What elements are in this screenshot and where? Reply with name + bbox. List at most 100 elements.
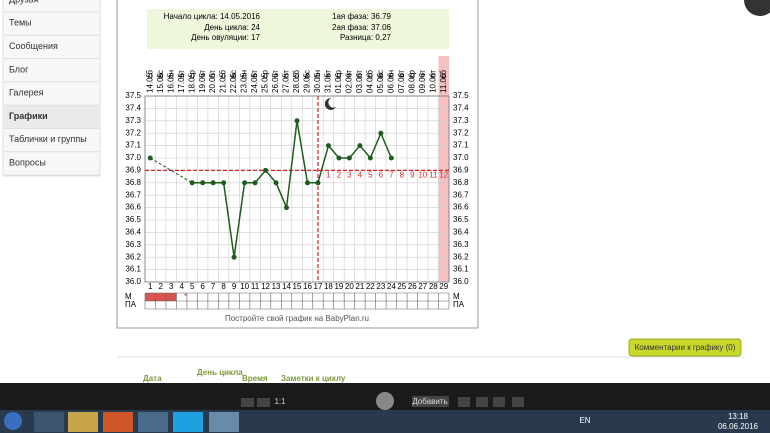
x-date: 09.06 — [418, 72, 427, 93]
info-text: День овуляции: 17 — [191, 33, 260, 42]
x-day: 5 — [190, 282, 195, 291]
y2-tick-label: 37.1 — [453, 141, 469, 150]
x-date: 04.06 — [365, 72, 374, 93]
menu-item[interactable]: Таблички и группы — [9, 134, 87, 144]
x-day: 4 — [179, 282, 184, 291]
x-weekday: пн — [313, 70, 322, 79]
media-btn[interactable] — [493, 397, 505, 407]
y2-tick-label: 36.4 — [453, 228, 469, 237]
x-day: 14 — [282, 282, 291, 291]
y-tick-label: 36.4 — [125, 228, 141, 237]
x-date: 14.05 — [145, 72, 154, 93]
add-button[interactable] — [412, 396, 449, 407]
chart-box — [116, 0, 479, 329]
temperature-point — [346, 155, 352, 161]
row-label: М — [125, 292, 132, 301]
y2-tick-label: 36.9 — [453, 166, 469, 175]
y-tick-label: 36.3 — [125, 240, 141, 249]
x-date: 06.06 — [386, 72, 395, 93]
close-button[interactable] — [744, 0, 770, 16]
y2-tick-label: 36.6 — [453, 203, 469, 212]
y2-tick-label: 36.8 — [453, 178, 469, 187]
media-btn[interactable] — [458, 397, 470, 407]
media-btn[interactable] — [257, 398, 270, 407]
sidebar-menu: Друзья Темы Сообщения Блог Галерея Графики Таб… — [4, 0, 99, 176]
temperature-point — [242, 180, 248, 186]
temperature-point — [189, 180, 195, 186]
menu-item[interactable]: Вопросы — [9, 157, 46, 167]
x-day: 26 — [408, 282, 417, 291]
post-ovulation-day: 1 — [326, 171, 331, 180]
x-date: 20.05 — [208, 72, 217, 93]
comments-button-label[interactable]: Комментарии к графику (0) — [635, 343, 736, 352]
temperature-point — [367, 155, 373, 161]
x-date: 31.05 — [324, 72, 333, 93]
x-weekday: сб — [292, 70, 301, 79]
x-day: 12 — [261, 282, 270, 291]
x-date: 15.05 — [156, 72, 165, 93]
menu-item[interactable]: Друзья — [9, 0, 38, 4]
task-icon[interactable] — [173, 412, 203, 432]
y2-tick-label: 37.0 — [453, 153, 469, 162]
row-label: ПА — [453, 300, 465, 309]
x-weekday: ср — [187, 69, 196, 78]
task-icon[interactable] — [68, 412, 98, 432]
menu-item[interactable]: Сообщения — [9, 41, 58, 51]
task-icon[interactable] — [138, 412, 168, 432]
x-day: 29 — [439, 282, 448, 291]
chart-footer: Постройте свой график на BabyPlan.ru — [225, 314, 369, 323]
info-text: Начало цикла: 14.05.2016 — [164, 12, 261, 21]
temperature-point — [378, 130, 384, 136]
info-box — [147, 9, 449, 49]
task-icon[interactable] — [209, 412, 239, 432]
x-date: 08.06 — [407, 72, 416, 93]
temperature-point — [252, 180, 258, 186]
menu-item[interactable]: Галерея — [9, 88, 44, 98]
x-weekday: вт — [250, 70, 259, 78]
x-day: 27 — [418, 282, 427, 291]
temperature-point — [336, 155, 342, 161]
x-date: 27.05 — [282, 72, 291, 93]
media-btn[interactable] — [476, 397, 488, 407]
x-day: 1 — [148, 282, 153, 291]
info-text: 2ая фаза: 37.06 — [332, 23, 392, 32]
menu-item[interactable]: Темы — [9, 18, 32, 28]
play-button[interactable] — [376, 392, 394, 410]
menu-item[interactable]: Блог — [9, 64, 29, 74]
post-ovulation-day: 9 — [410, 171, 415, 180]
post-ovulation-day: 10 — [418, 171, 427, 180]
post-ovulation-day: 6 — [379, 171, 384, 180]
post-ovulation-day: 3 — [347, 171, 352, 180]
x-day: 13 — [272, 282, 281, 291]
x-weekday: вс — [156, 70, 165, 78]
temperature-point — [294, 118, 300, 124]
task-icon[interactable] — [103, 412, 133, 432]
info-text: День цикла: 24 — [204, 23, 260, 32]
x-day: 20 — [345, 282, 354, 291]
x-day: 16 — [303, 282, 312, 291]
x-day: 6 — [200, 282, 205, 291]
x-date: 21.05 — [219, 72, 228, 93]
y-tick-label: 36.0 — [125, 277, 141, 286]
y2-tick-label: 36.2 — [453, 252, 469, 261]
x-weekday: вс — [303, 70, 312, 78]
lang[interactable]: EN — [579, 416, 590, 425]
y-tick-label: 37.3 — [125, 116, 141, 125]
add-label[interactable]: Добавить — [412, 397, 447, 406]
start-button[interactable] — [4, 412, 22, 430]
zoom-label[interactable]: 1:1 — [274, 397, 286, 406]
chart: 36.0 36.0 36.1 36.1 36.2 36.2 36.3 36.3 36.4 36.4… — [125, 56, 469, 310]
media-btn[interactable] — [512, 397, 524, 407]
task-icon[interactable] — [34, 412, 64, 432]
comments-button[interactable] — [628, 338, 742, 357]
media-btn[interactable] — [241, 398, 254, 407]
table-header: Дата — [143, 374, 162, 383]
post-ovulation-day: 11 — [429, 171, 438, 180]
menses-cell — [155, 293, 166, 301]
x-date: 22.05 — [229, 72, 238, 93]
menu-item[interactable]: Графики — [9, 111, 48, 121]
row-label: М — [453, 292, 460, 301]
y2-tick-label: 36.7 — [453, 190, 469, 199]
post-ovulation-day: 2 — [337, 171, 342, 180]
